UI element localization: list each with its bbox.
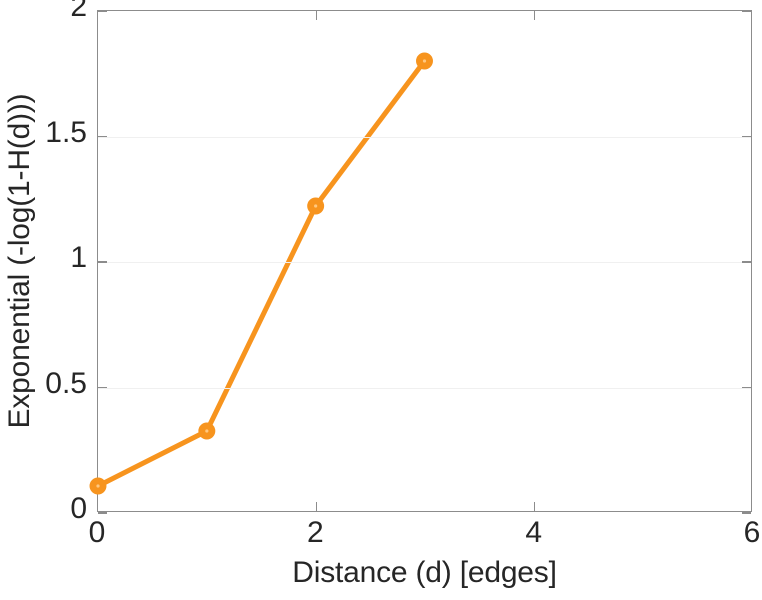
- y-tick-mark: [742, 261, 751, 263]
- y-tick-label: 1: [70, 241, 87, 274]
- y-tick-label: 2: [70, 0, 87, 23]
- data-point-marker-center: [314, 204, 318, 208]
- data-point-marker-center: [96, 484, 100, 488]
- y-tick-mark: [98, 135, 107, 138]
- x-tick-mark: [315, 502, 318, 511]
- x-tick-mark: [315, 11, 318, 20]
- y-tick-mark: [98, 261, 107, 263]
- x-tick-label: 2: [306, 516, 324, 549]
- y-tick-label: 0.5: [45, 366, 87, 400]
- y-axis-label: Exponential (-log(1-H(d))): [3, 93, 36, 429]
- y-tick-mark: [742, 135, 751, 138]
- data-point-marker-center: [422, 59, 427, 63]
- x-tick-label: 6: [743, 516, 761, 549]
- y-tick-label: 0: [70, 492, 87, 525]
- series-line: [95, 58, 427, 489]
- y-tick-mark: [742, 386, 751, 389]
- y-tick-mark: [98, 386, 107, 389]
- y-tick-mark: [742, 10, 751, 12]
- plot-area: [89, 10, 752, 514]
- data-layer: [89, 52, 433, 495]
- y-gridline: [98, 262, 751, 263]
- y-gridline: [98, 136, 751, 138]
- x-tick-mark: [533, 502, 536, 511]
- y-tick-mark: [98, 512, 107, 514]
- data-point-marker-center: [205, 429, 209, 433]
- y-tick-label: 1.5: [45, 115, 87, 149]
- x-tick-label: 4: [525, 516, 542, 549]
- y-tick-mark: [98, 10, 107, 12]
- x-tick-mark: [533, 11, 536, 20]
- x-tick-label: 0: [88, 516, 106, 549]
- x-axis-label: Distance (d) [edges]: [292, 556, 557, 589]
- y-gridline: [98, 387, 751, 389]
- y-tick-mark: [742, 512, 751, 514]
